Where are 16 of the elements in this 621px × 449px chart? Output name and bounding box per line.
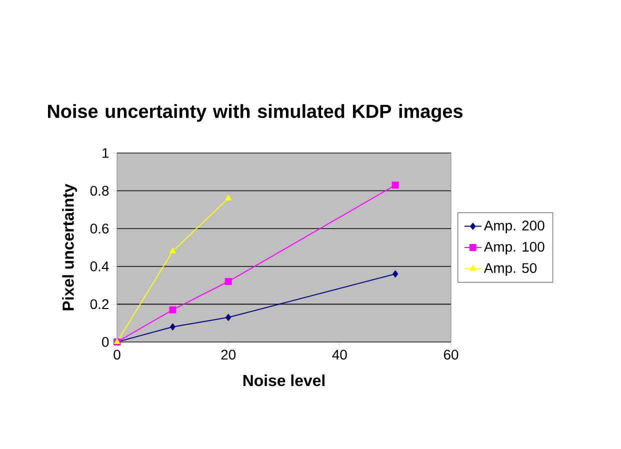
- y-tick-label: 0.2: [90, 299, 109, 310]
- y-tick-label: 0.4: [90, 261, 109, 272]
- y-tick-label: 0.6: [90, 224, 109, 234]
- y-tick-label: 0.8: [90, 186, 109, 196]
- chart-title: Noise uncertainty with simulated KDP images: [48, 104, 462, 122]
- legend-label: Amp. 200: [484, 220, 544, 234]
- x-tick-label: 20: [221, 350, 236, 360]
- y-tick-label: 0: [102, 337, 109, 347]
- y-tick-label: 1: [102, 148, 109, 158]
- y-axis-title: Pixel uncertainty: [62, 184, 78, 310]
- x-tick-label: 40: [332, 350, 347, 360]
- x-axis-title: Noise level: [243, 374, 324, 386]
- legend-label: Amp. 100: [484, 242, 544, 254]
- x-tick-label: 0: [114, 350, 120, 360]
- legend-label: Amp. 50: [484, 263, 537, 276]
- x-tick-label: 60: [444, 350, 458, 360]
